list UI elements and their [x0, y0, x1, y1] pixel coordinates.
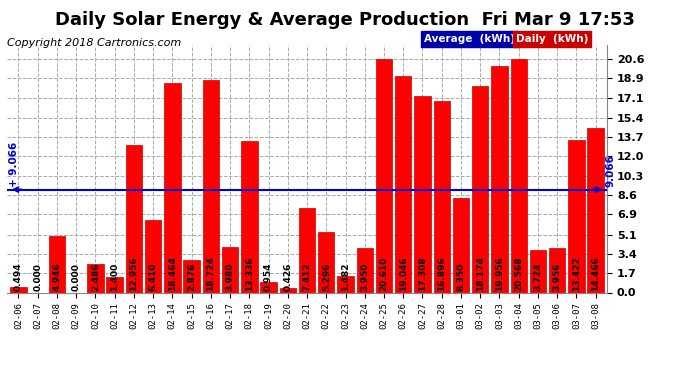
- Bar: [10, 287, 27, 292]
- Text: 2.876: 2.876: [187, 262, 196, 291]
- Text: 0.000: 0.000: [33, 263, 42, 291]
- Bar: [569, 140, 584, 292]
- Bar: [164, 83, 181, 292]
- Text: 18.174: 18.174: [475, 256, 484, 291]
- Text: + 9.066: + 9.066: [9, 142, 19, 187]
- Bar: [203, 80, 219, 292]
- Text: 6.410: 6.410: [148, 262, 157, 291]
- Bar: [260, 282, 277, 292]
- Bar: [279, 288, 296, 292]
- Text: 0.494: 0.494: [14, 262, 23, 291]
- Text: 5.296: 5.296: [322, 262, 331, 291]
- Text: 3.950: 3.950: [360, 262, 369, 291]
- Bar: [395, 76, 411, 292]
- Bar: [222, 248, 238, 292]
- Text: 3.724: 3.724: [533, 262, 542, 291]
- Text: 13.422: 13.422: [572, 256, 581, 291]
- Bar: [376, 58, 392, 292]
- Bar: [587, 128, 604, 292]
- Bar: [433, 100, 450, 292]
- Text: 0.426: 0.426: [284, 262, 293, 291]
- Bar: [106, 277, 123, 292]
- Bar: [357, 248, 373, 292]
- Text: 12.956: 12.956: [130, 256, 139, 291]
- Text: 17.308: 17.308: [418, 256, 427, 291]
- Bar: [530, 250, 546, 292]
- Text: Daily Solar Energy & Average Production  Fri Mar 9 17:53: Daily Solar Energy & Average Production …: [55, 11, 635, 29]
- Bar: [414, 96, 431, 292]
- Bar: [453, 198, 469, 292]
- Bar: [491, 66, 508, 292]
- Text: 20.610: 20.610: [380, 256, 388, 291]
- Text: 1.482: 1.482: [341, 262, 350, 291]
- Text: 0.954: 0.954: [264, 262, 273, 291]
- Text: Average  (kWh): Average (kWh): [424, 34, 515, 44]
- Text: 8.350: 8.350: [457, 262, 466, 291]
- Bar: [126, 146, 142, 292]
- Text: 7.412: 7.412: [302, 262, 312, 291]
- Text: 20.568: 20.568: [514, 256, 523, 291]
- Bar: [511, 59, 527, 292]
- Text: 19.956: 19.956: [495, 256, 504, 291]
- Bar: [299, 209, 315, 292]
- Text: 1.400: 1.400: [110, 262, 119, 291]
- Text: Daily  (kWh): Daily (kWh): [516, 34, 589, 44]
- Bar: [49, 236, 65, 292]
- Text: 14.466: 14.466: [591, 256, 600, 291]
- Bar: [87, 264, 104, 292]
- Bar: [337, 276, 354, 292]
- Text: 0.000: 0.000: [72, 263, 81, 291]
- Text: 16.896: 16.896: [437, 256, 446, 291]
- Text: 3.980: 3.980: [226, 262, 235, 291]
- Text: Copyright 2018 Cartronics.com: Copyright 2018 Cartronics.com: [7, 38, 181, 48]
- Bar: [184, 260, 200, 292]
- Text: 18.724: 18.724: [206, 256, 215, 291]
- Text: 2.486: 2.486: [91, 262, 100, 291]
- Bar: [241, 141, 257, 292]
- Text: 9.066: 9.066: [605, 154, 615, 187]
- Bar: [145, 220, 161, 292]
- Bar: [318, 232, 335, 292]
- Bar: [549, 248, 565, 292]
- Text: 4.946: 4.946: [52, 262, 61, 291]
- Text: 19.046: 19.046: [399, 256, 408, 291]
- Text: 13.336: 13.336: [245, 256, 254, 291]
- Bar: [472, 86, 489, 292]
- Text: 3.956: 3.956: [553, 262, 562, 291]
- Text: 18.464: 18.464: [168, 256, 177, 291]
